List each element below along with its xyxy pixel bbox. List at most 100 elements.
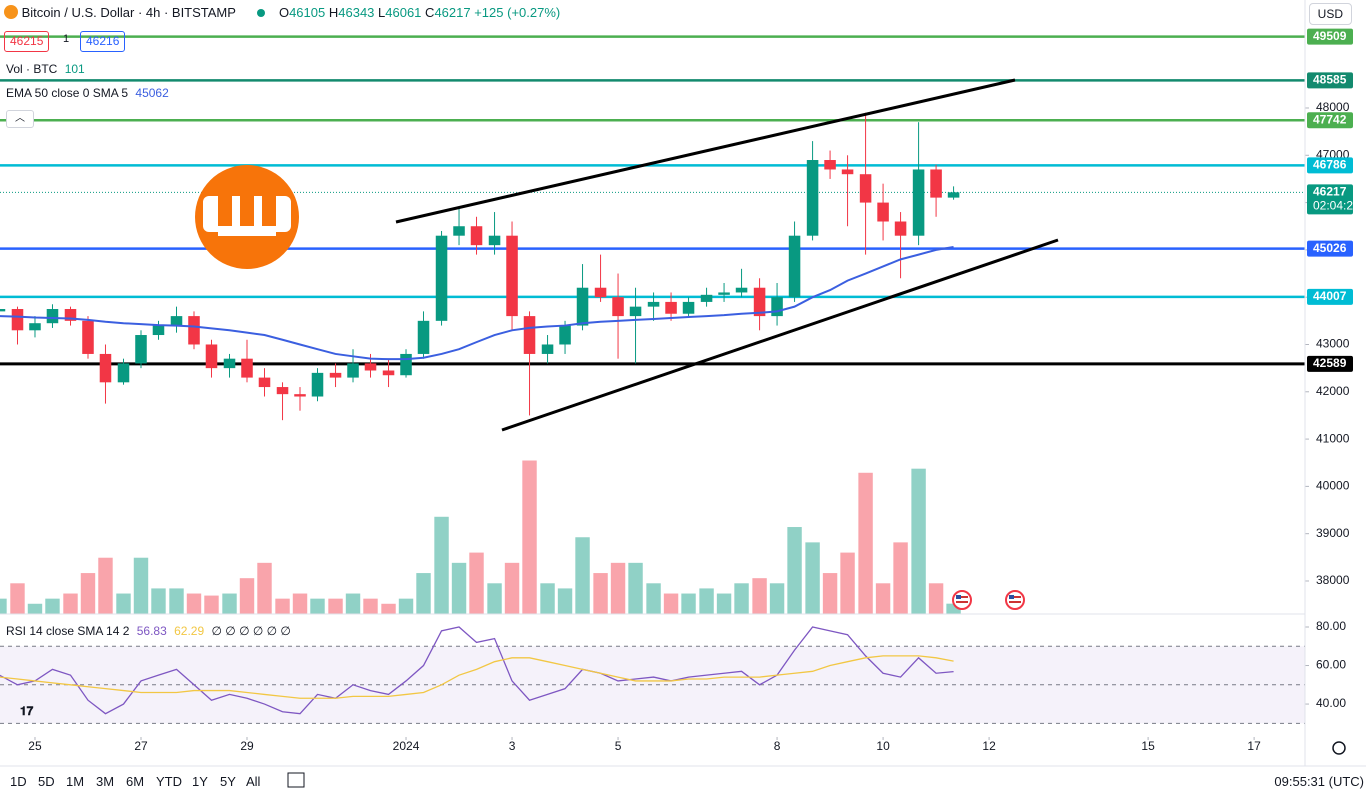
y-tick-label: 38000 [1316,573,1350,587]
range-button[interactable]: 5Y [220,774,236,789]
candle-body [735,287,748,293]
candle-body [152,325,165,336]
volume-bar [822,573,838,614]
volume-bar [310,598,325,614]
volume-bar [593,573,608,614]
ohlc-label: L [378,5,386,20]
trend-line [395,78,1016,224]
volume-bar [186,593,202,614]
volume-bar [222,593,237,614]
range-button[interactable]: 1D [10,774,27,789]
countdown: 02:04:28 [1313,198,1360,212]
x-tick-label: 29 [240,739,254,753]
header: Bitcoin / U.S. Dollar · 4h · BITSTAMP O4… [4,5,560,20]
volume-bar [911,468,926,614]
volume-bar [557,588,573,614]
volume-bar [133,557,149,614]
volume-bar [734,583,749,614]
volume-bar [628,562,643,614]
volume-bar [469,552,484,614]
ema-legend: EMA 50 close 0 SMA 5 45062 [6,86,169,100]
brand-mark: 𝟏𝟕 [20,704,34,718]
ohlc-value: 46061 [385,5,422,20]
volume-bar [540,583,555,614]
range-button[interactable]: 3M [96,774,115,789]
ohlc-label: H [328,5,339,20]
volume-bar [151,588,166,614]
price-tag-label: 49509 [1313,29,1347,43]
x-tick-label: 12 [982,739,996,753]
range-button[interactable]: YTD [156,774,182,789]
candle-body [665,301,677,314]
logo [195,165,299,269]
candle-body [629,306,642,317]
status-dot [257,9,266,17]
collapse-button[interactable]: ︿ [6,110,34,128]
candle-body [0,309,6,312]
price-tag-label: 42589 [1313,356,1347,370]
price-tag [1307,355,1353,372]
event-flag [952,590,1025,610]
candle-body [382,370,395,376]
ohlc-label: C [425,5,435,20]
candle-body [947,192,960,198]
volume-bar [752,578,767,614]
volume-bar [169,588,184,614]
bid[interactable]: 46215 [4,31,50,52]
symbol: Bitcoin / U.S. Dollar · 4h · BITSTAMP [21,5,236,20]
range-button[interactable]: 1Y [192,774,208,789]
currency[interactable]: USD [1308,3,1352,25]
rsi-line [0,655,954,699]
volume-bar [275,598,290,614]
clock: 09:55:31 (UTC) [1274,774,1364,789]
trend-line [501,238,1059,432]
settings-icon[interactable] [1332,741,1346,755]
volume-bar [257,562,272,614]
range-button[interactable]: 5D [38,774,55,789]
range-button[interactable]: All [246,774,261,789]
legend-extra: ∅ ∅ ∅ ∅ ∅ ∅ [211,624,291,638]
candle-body [205,344,218,369]
legend-value: 101 [64,62,85,76]
rsi-legend: RSI 14 close SMA 14 2 56.83 62.29 ∅ ∅ ∅ … [6,624,291,638]
candle-body [241,358,253,378]
price-tag-label: 47742 [1313,112,1347,126]
candle-body [753,287,766,317]
volume-bar [398,598,414,614]
candle-body [559,325,571,345]
volume-bar [805,542,820,614]
plot: 3800039000400004100042000430004400045000… [0,35,1350,753]
x-tick-label: 17 [1247,739,1261,753]
candle-body [188,316,200,345]
y-tick-label: 40000 [1316,479,1350,493]
y-tick-label: 43000 [1316,337,1350,351]
candle-body [453,226,465,236]
candle-body [647,301,660,307]
candle-body [912,169,925,236]
ohlc-label: O [278,5,290,20]
candle-body [170,316,183,326]
y-tick-label: 42000 [1316,384,1350,398]
candle-body [488,235,501,246]
ema-line [0,245,954,361]
ohlc-value: 46105 [289,5,326,20]
candle-body [29,323,41,331]
volume-bar [451,562,467,614]
price-tag [1307,112,1353,129]
range-button[interactable]: 6M [126,774,145,789]
y-tick-label: 39000 [1316,526,1350,540]
legend-value: 45062 [135,86,169,100]
y-tick-label: 40.00 [1316,696,1346,710]
volume-bar [292,593,308,614]
ask[interactable]: 46216 [80,31,126,52]
calendar-icon[interactable] [287,772,305,788]
range-button[interactable]: 1M [66,774,85,789]
candle-body [400,353,412,376]
candle-body [612,297,624,317]
candle-body [64,309,77,321]
y-tick-label: 41000 [1316,431,1350,445]
volume-bar [204,595,219,614]
price-tag [1307,28,1353,45]
candle-body [46,309,59,324]
candle-body [258,377,271,388]
